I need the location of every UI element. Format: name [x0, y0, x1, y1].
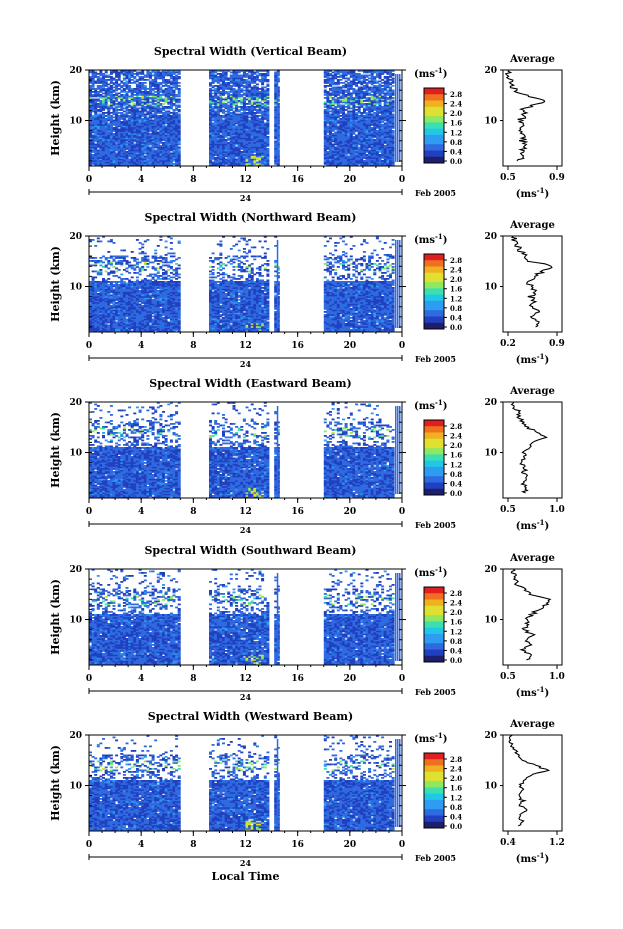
- heatmap-cell: [266, 148, 269, 150]
- heatmap-cell: [256, 162, 259, 164]
- heatmap-cell: [235, 147, 238, 149]
- heatmap-cell: [347, 156, 350, 158]
- heatmap-cell: [128, 159, 131, 161]
- heatmap-cell: [214, 157, 217, 159]
- spectral-width-figure: Spectral Width (Vertical Beam)2010Height…: [0, 0, 623, 929]
- heatmap-cell: [392, 130, 395, 132]
- heatmap-cell: [178, 147, 181, 149]
- heatmap-cell: [332, 133, 335, 135]
- heatmap-cell: [381, 160, 384, 162]
- heatmap-cell: [384, 145, 387, 147]
- heatmap-cell: [379, 154, 382, 156]
- heatmap-cell: [334, 132, 337, 134]
- heatmap-cell: [219, 135, 222, 137]
- heatmap-cell: [115, 153, 118, 155]
- heatmap-cell: [144, 156, 147, 158]
- heatmap-cell: [274, 141, 277, 143]
- heatmap-cell: [154, 150, 157, 152]
- heatmap-cell: [170, 153, 173, 155]
- heatmap-cell: [92, 154, 95, 156]
- heatmap-cell: [334, 147, 337, 149]
- heatmap-cell: [373, 139, 376, 141]
- heatmap-cell: [162, 142, 165, 144]
- heatmap-cell: [368, 150, 371, 152]
- heatmap-cell: [149, 147, 152, 149]
- heatmap-cell: [366, 154, 369, 156]
- heatmap-cell: [240, 151, 243, 153]
- heatmap-cell: [173, 163, 176, 165]
- heatmap-cell: [352, 136, 355, 138]
- heatmap-cell: [97, 150, 100, 152]
- heatmap-cell: [227, 142, 230, 144]
- heatmap-cell: [159, 145, 162, 147]
- heatmap-cell: [133, 144, 136, 146]
- heatmap-cell: [326, 151, 329, 153]
- heatmap-cell: [113, 133, 116, 135]
- heatmap-cell: [235, 159, 238, 161]
- heatmap-cell: [227, 138, 230, 140]
- heatmap-cell: [157, 132, 160, 134]
- heatmap-cells: [89, 70, 401, 166]
- heatmap-cell: [225, 159, 228, 161]
- heatmap-cell: [253, 154, 256, 156]
- heatmap-cell: [149, 133, 152, 135]
- heatmap-cell: [266, 136, 269, 138]
- heatmap-cell: [212, 162, 215, 164]
- heatmap-cell: [92, 135, 95, 137]
- heatmap-cell: [363, 160, 366, 162]
- heatmap-cell: [94, 144, 97, 146]
- heatmap-cell: [355, 135, 358, 137]
- heatmap-cell: [326, 135, 329, 137]
- heatmap-cell: [225, 139, 228, 141]
- heatmap-cell: [332, 144, 335, 146]
- panel-1: Spectral Width (Vertical Beam)2010Height…: [49, 45, 565, 203]
- heatmap-cell: [126, 151, 129, 153]
- heatmap-cell: [358, 147, 361, 149]
- heatmap-cell: [376, 130, 379, 132]
- panel-title: Spectral Width (Vertical Beam): [154, 45, 347, 58]
